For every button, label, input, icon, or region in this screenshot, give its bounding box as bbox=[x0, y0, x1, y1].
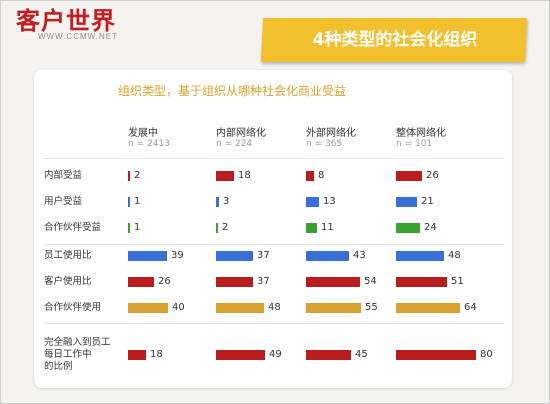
bar bbox=[128, 171, 130, 181]
row-label: 用户受益 bbox=[44, 196, 83, 207]
bar bbox=[306, 197, 319, 207]
data-label: 13 bbox=[323, 196, 336, 207]
row-label: 内部受益 bbox=[44, 170, 83, 181]
bar bbox=[128, 350, 146, 360]
data-label: 3 bbox=[223, 196, 230, 207]
bar bbox=[128, 197, 130, 207]
bar bbox=[396, 277, 447, 287]
row-label: 员工使用比 bbox=[44, 250, 92, 261]
column-header: 外部网络化 bbox=[306, 128, 356, 139]
row-divider bbox=[44, 323, 504, 324]
data-label: 51 bbox=[451, 276, 464, 287]
data-label: 80 bbox=[480, 349, 493, 360]
bar bbox=[216, 350, 265, 360]
data-label: 49 bbox=[269, 349, 282, 360]
data-label: 1 bbox=[134, 196, 141, 207]
bar bbox=[306, 303, 361, 313]
bar bbox=[128, 277, 154, 287]
bar bbox=[216, 197, 219, 207]
row-label: 客户使用比 bbox=[44, 276, 92, 287]
data-label: 37 bbox=[257, 250, 270, 261]
row-label: 合作伙伴受益 bbox=[44, 222, 102, 233]
data-label: 18 bbox=[150, 349, 163, 360]
data-label: 21 bbox=[421, 196, 434, 207]
data-label: 45 bbox=[355, 349, 368, 360]
data-label: 8 bbox=[318, 170, 325, 181]
data-label: 55 bbox=[365, 302, 378, 313]
column-header: 整体网络化 bbox=[396, 128, 446, 139]
chart-panel bbox=[34, 70, 512, 388]
bar bbox=[216, 223, 218, 233]
column-sample-size: n = 365 bbox=[306, 139, 343, 149]
bar bbox=[396, 197, 417, 207]
column-sample-size: n = 101 bbox=[396, 139, 433, 149]
chart-title: 组织类型，基于组织从哪种社会化商业受益 bbox=[118, 84, 347, 98]
bar bbox=[216, 171, 234, 181]
bar bbox=[396, 350, 476, 360]
data-label: 11 bbox=[321, 222, 334, 233]
bar bbox=[128, 223, 130, 233]
data-label: 54 bbox=[364, 276, 377, 287]
data-label: 2 bbox=[222, 222, 229, 233]
data-label: 40 bbox=[172, 302, 185, 313]
data-label: 24 bbox=[424, 222, 437, 233]
bar bbox=[396, 223, 420, 233]
bar bbox=[306, 171, 314, 181]
bar bbox=[396, 303, 460, 313]
banner-title: 4种类型的社会化组织 bbox=[312, 30, 478, 50]
data-label: 48 bbox=[268, 302, 281, 313]
bar bbox=[396, 251, 444, 261]
data-label: 48 bbox=[448, 250, 461, 261]
data-label: 26 bbox=[158, 276, 171, 287]
data-label: 2 bbox=[134, 170, 141, 181]
data-label: 26 bbox=[426, 170, 439, 181]
bar bbox=[216, 277, 253, 287]
bar bbox=[216, 251, 253, 261]
column-sample-size: n = 224 bbox=[216, 139, 253, 149]
data-label: 43 bbox=[353, 250, 366, 261]
bar bbox=[216, 303, 264, 313]
column-header: 内部网络化 bbox=[216, 128, 266, 139]
data-label: 18 bbox=[238, 170, 251, 181]
logo: 客户世界 WWW.CCMW.NET bbox=[16, 6, 118, 41]
column-header: 发展中 bbox=[128, 128, 158, 139]
data-label: 37 bbox=[257, 276, 270, 287]
bar bbox=[306, 277, 360, 287]
bar bbox=[128, 251, 167, 261]
bar bbox=[396, 171, 422, 181]
data-label: 1 bbox=[134, 222, 141, 233]
row-label: 完全融入到员工 每日工作中 的比例 bbox=[44, 337, 111, 372]
bar bbox=[128, 303, 168, 313]
logo-text: 客户世界 bbox=[16, 6, 116, 35]
logo-url: WWW.CCMW.NET bbox=[38, 32, 118, 41]
row-label: 合作伙伴使用 bbox=[44, 302, 102, 313]
data-label: 64 bbox=[464, 302, 477, 313]
row-divider bbox=[44, 158, 504, 159]
bar bbox=[306, 350, 351, 360]
data-label: 39 bbox=[171, 250, 184, 261]
bar bbox=[306, 251, 349, 261]
row-divider bbox=[44, 244, 504, 245]
bar bbox=[306, 223, 317, 233]
column-sample-size: n = 2413 bbox=[128, 139, 170, 149]
